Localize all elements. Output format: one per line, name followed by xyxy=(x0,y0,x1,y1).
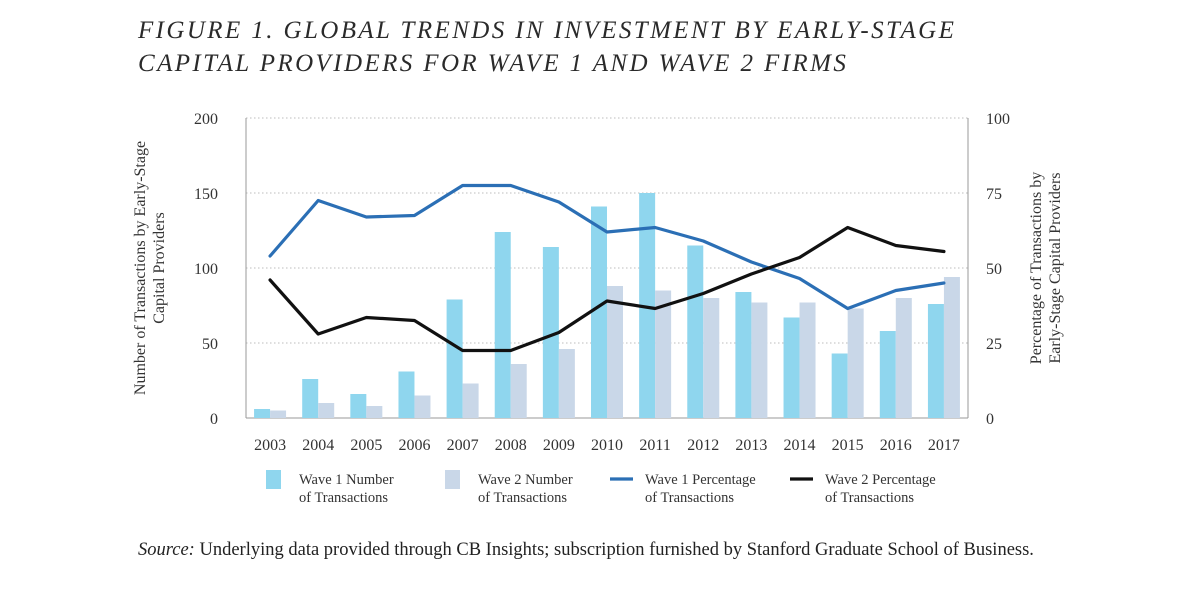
bar-wave1-number xyxy=(927,304,944,418)
bar-wave2-number xyxy=(414,395,431,418)
x-tick-label: 2008 xyxy=(495,437,527,454)
figure-title: FIGURE 1. GLOBAL TRENDS IN INVESTMENT BY… xyxy=(138,14,956,80)
bar-wave1-number xyxy=(783,317,800,418)
y-right-tick-label: 25 xyxy=(986,336,1002,353)
legend-label: Wave 1 Percentage of Transactions xyxy=(645,472,756,506)
bar-wave2-number xyxy=(510,364,527,418)
x-tick-label: 2016 xyxy=(880,437,912,454)
x-tick-label: 2003 xyxy=(254,437,286,454)
bar-wave2-number xyxy=(558,349,575,418)
bar-wave1-number xyxy=(591,206,607,418)
y-right-tick-label: 50 xyxy=(986,261,1002,278)
bar-wave2-number xyxy=(895,298,912,418)
bar-wave2-number xyxy=(366,406,383,418)
bar-wave1-number xyxy=(687,245,704,418)
bar-wave1-number xyxy=(254,409,271,418)
x-tick-label: 2013 xyxy=(735,437,767,454)
figure-title-line-2: CAPITAL PROVIDERS FOR WAVE 1 AND WAVE 2 … xyxy=(138,50,849,77)
x-tick-label: 2012 xyxy=(687,437,719,454)
source-text: Underlying data provided through CB Insi… xyxy=(194,540,1034,560)
bar-wave2-number xyxy=(462,383,479,418)
series-lines xyxy=(268,183,946,353)
x-tick-label: 2015 xyxy=(832,437,864,454)
legend-label: Wave 2 Percentage of Transactions xyxy=(825,472,936,506)
legend-swatch xyxy=(266,470,281,489)
x-tick-label: 2004 xyxy=(302,437,334,454)
legend-label: Wave 2 Number of Transactions xyxy=(478,472,573,506)
bar-wave2-number xyxy=(270,410,287,418)
y-left-tick-label: 100 xyxy=(194,261,218,278)
y-right-axis-title: Percentage of Transactions by Early-Stage… xyxy=(1028,172,1064,364)
bar-wave1-number xyxy=(831,353,848,418)
bar-wave2-number xyxy=(943,277,960,418)
line-wave2-percentage xyxy=(268,225,946,353)
legend: Wave 1 Number of Transactions Wave 2 Numbe… xyxy=(266,470,936,506)
legend-swatch xyxy=(445,470,460,489)
bar-wave2-number xyxy=(751,302,768,418)
y-right-tick-label: 75 xyxy=(986,186,1002,203)
bar-wave1-number xyxy=(542,247,559,418)
y-left-tick-label: 50 xyxy=(202,336,218,353)
figure-title-line-1: FIGURE 1. GLOBAL TRENDS IN INVESTMENT BY… xyxy=(138,17,957,44)
x-tick-label: 2014 xyxy=(784,437,816,454)
bar-wave1-number xyxy=(494,232,511,418)
bar-wave1-number xyxy=(639,193,656,418)
x-tick-label: 2005 xyxy=(350,437,382,454)
x-tick-label: 2017 xyxy=(928,437,960,454)
bar-wave1-number xyxy=(735,292,752,418)
y-right-tick-label: 0 xyxy=(986,411,994,428)
bar-wave1-number xyxy=(350,394,367,418)
source-label: Source: xyxy=(138,540,195,560)
tick-labels: 0 50 100 150 200 0 25 50 75 100 2003 2004 2005 2006 20… xyxy=(132,111,1064,454)
bar-wave1-number xyxy=(879,331,896,418)
bar-wave2-number xyxy=(847,308,864,418)
bar-wave1-number xyxy=(302,379,319,418)
chart: 0 50 100 150 200 0 25 50 75 100 2003 2004 2005 2006 20… xyxy=(132,111,1064,506)
line-wave1-percentage xyxy=(268,183,946,311)
x-tick-label: 2011 xyxy=(639,437,670,454)
x-tick-label: 2010 xyxy=(591,437,623,454)
legend-label: Wave 1 Number of Transactions xyxy=(299,472,394,506)
bar-wave1-number xyxy=(398,371,415,418)
bar-wave1-number xyxy=(446,299,463,418)
y-left-tick-label: 0 xyxy=(210,411,218,428)
bar-wave2-number xyxy=(318,403,335,418)
bars xyxy=(254,193,960,418)
x-tick-label: 2007 xyxy=(447,437,479,454)
y-left-tick-label: 200 xyxy=(194,111,218,128)
x-tick-label: 2009 xyxy=(543,437,575,454)
y-right-tick-label: 100 xyxy=(986,111,1010,128)
y-left-tick-label: 150 xyxy=(194,186,218,203)
x-tick-label: 2006 xyxy=(398,437,430,454)
bar-wave2-number xyxy=(703,298,720,418)
y-left-axis-title: Number of Transactions by Early-Stage Cap… xyxy=(132,141,168,395)
bar-wave2-number xyxy=(655,290,672,418)
bar-wave2-number xyxy=(607,286,623,418)
bar-wave2-number xyxy=(799,302,816,418)
source-note: Source: Underlying data provided through… xyxy=(138,536,1062,564)
